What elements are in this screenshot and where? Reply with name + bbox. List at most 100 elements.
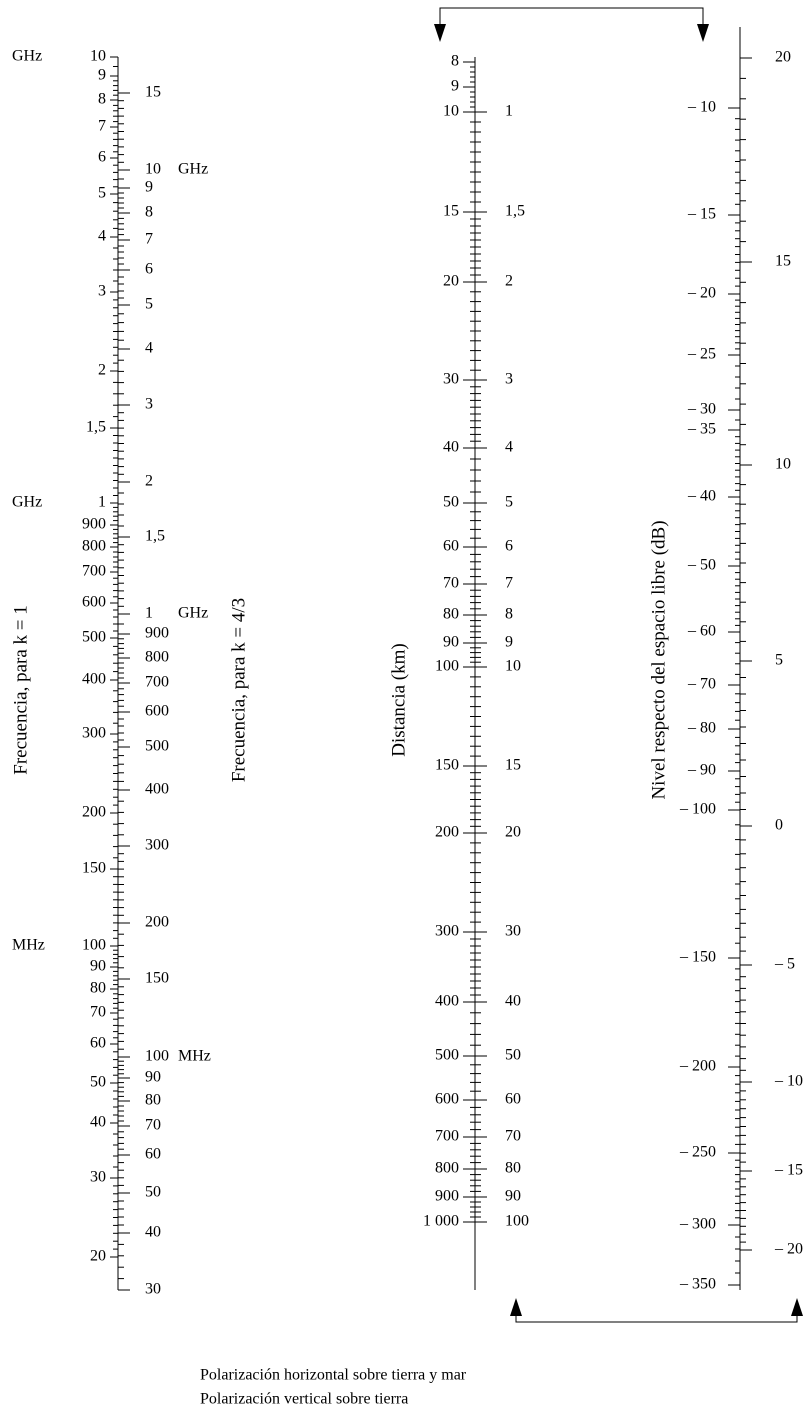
tick-label: 1,5: [145, 528, 165, 545]
tick-label: 9: [98, 67, 106, 84]
tick-label: 10: [145, 161, 161, 178]
tick-label: 80: [443, 606, 459, 623]
tick-label: 9: [505, 634, 513, 651]
tick-label: 90: [505, 1188, 521, 1205]
tick-label: 300: [145, 837, 169, 854]
tick-label: 900: [435, 1188, 459, 1205]
arrowheads-bottom: [510, 1298, 803, 1316]
tick-label: – 30: [687, 401, 716, 418]
tick-label: 2: [505, 273, 513, 290]
tick-label: 20: [505, 824, 521, 841]
tick-label: 15: [775, 253, 791, 270]
tick-label: 70: [505, 1128, 521, 1145]
tick-label: 3: [145, 396, 153, 413]
tick-label: 7: [505, 575, 513, 592]
tick-label: 5: [775, 652, 783, 669]
tick-label: 20: [775, 49, 791, 66]
tick-label: 4: [145, 340, 153, 357]
tick-label: 7: [145, 231, 153, 248]
tick-label: 100: [82, 937, 106, 954]
tick-label: 800: [435, 1160, 459, 1177]
tick-label: 40: [90, 1114, 106, 1131]
tick-label: 600: [82, 594, 106, 611]
tick-label: 50: [505, 1047, 521, 1064]
scale-title: Distancia (km): [388, 643, 409, 756]
tick-label: 5: [98, 185, 106, 202]
tick-label: 400: [435, 993, 459, 1010]
tick-label: 600: [145, 703, 169, 720]
tick-label: 400: [145, 781, 169, 798]
tick-label: – 35: [687, 421, 716, 438]
tick-label: 80: [145, 1092, 161, 1109]
tick-label: 60: [443, 538, 459, 555]
tick-label: 150: [145, 970, 169, 987]
tick-label: 70: [90, 1004, 106, 1021]
tick-label: – 70: [687, 676, 716, 693]
tick-label: 8: [505, 606, 513, 623]
tick-label: 30: [90, 1169, 106, 1186]
tick-label: 80: [505, 1160, 521, 1177]
tick-label: – 25: [687, 346, 716, 363]
tick-label: 500: [82, 629, 106, 646]
tick-label: 800: [145, 649, 169, 666]
arrowheads-top: [434, 24, 709, 42]
tick-label: 10: [505, 658, 521, 675]
tick-label: – 10: [687, 99, 716, 116]
tick-label: 300: [82, 725, 106, 742]
tick-label: – 300: [679, 1216, 716, 1233]
legend-text: Polarización horizontal sobre tierra y m…: [200, 1367, 467, 1384]
tick-label: 15: [443, 203, 459, 220]
tick-label: 3: [98, 283, 106, 300]
tick-label: 100: [145, 1048, 169, 1065]
tick-label: 9: [451, 78, 459, 95]
tick-label: 100: [505, 1213, 529, 1230]
tick-label: 6: [98, 149, 106, 166]
tick-label: 2: [98, 362, 106, 379]
tick-label: 10: [775, 456, 791, 473]
tick-label: 9: [145, 179, 153, 196]
connector-top: [439, 7, 704, 40]
tick-label: 200: [82, 804, 106, 821]
tick-label: – 50: [687, 557, 716, 574]
tick-label: 50: [145, 1184, 161, 1201]
tick-label: 4: [98, 228, 106, 245]
unit-label: MHz: [12, 937, 45, 954]
tick-label: – 20: [774, 1241, 803, 1258]
tick-label: – 5: [774, 956, 795, 973]
tick-label: – 90: [687, 762, 716, 779]
tick-label: 3: [505, 371, 513, 388]
tick-label: 1,5: [505, 203, 525, 220]
tick-label: 70: [443, 575, 459, 592]
tick-label: 5: [505, 494, 513, 511]
tick-label: 30: [145, 1281, 161, 1298]
tick-label: 1: [145, 605, 153, 622]
tick-label: 40: [443, 439, 459, 456]
scale-title: Frecuencia, para k = 1: [10, 605, 31, 775]
tick-label: 30: [443, 371, 459, 388]
tick-label: 8: [145, 204, 153, 221]
tick-label: – 10: [774, 1073, 803, 1090]
unit-label: MHz: [178, 1048, 211, 1065]
tick-label: 90: [443, 634, 459, 651]
tick-label: 200: [435, 824, 459, 841]
tick-label: 700: [145, 674, 169, 691]
tick-label: 700: [82, 563, 106, 580]
tick-label: 1 000: [423, 1213, 459, 1230]
tick-label: 300: [435, 923, 459, 940]
tick-label: 1: [98, 494, 106, 511]
tick-label: 600: [435, 1091, 459, 1108]
tick-label: – 350: [679, 1276, 716, 1293]
tick-label: 400: [82, 671, 106, 688]
tick-label: 10: [443, 103, 459, 120]
tick-label: – 15: [687, 206, 716, 223]
tick-label: – 80: [687, 720, 716, 737]
tick-label: – 200: [679, 1058, 716, 1075]
tick-label: 60: [505, 1091, 521, 1108]
tick-label: 40: [145, 1224, 161, 1241]
tick-label: 5: [145, 296, 153, 313]
tick-label: 100: [435, 658, 459, 675]
tick-label: 6: [145, 261, 153, 278]
tick-label: 1: [505, 103, 513, 120]
connector-bottom: [515, 1300, 798, 1323]
